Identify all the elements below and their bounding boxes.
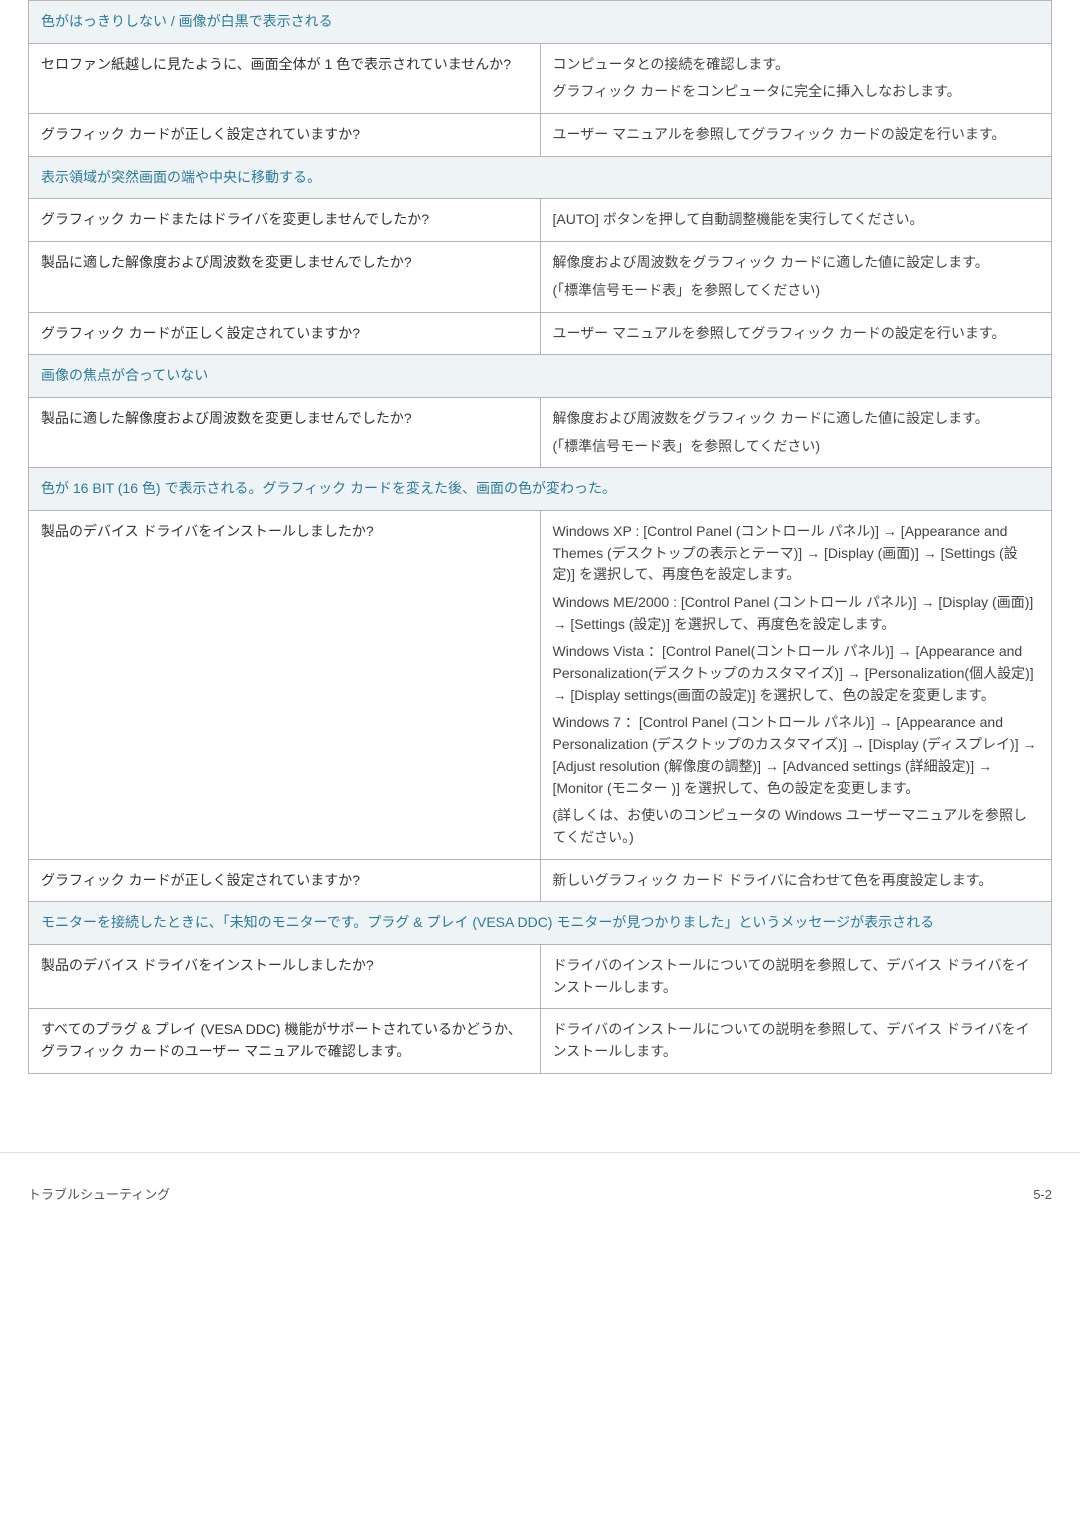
page-footer: トラブルシューティング 5-2 (0, 1152, 1080, 1225)
question-cell: グラフィック カードまたはドライバを変更しませんでしたか? (29, 199, 541, 242)
table-row: セロファン紙越しに見たように、画面全体が 1 色で表示されていませんか?コンピュ… (29, 43, 1052, 113)
question-cell: すべてのプラグ & プレイ (VESA DDC) 機能がサポートされているかどう… (29, 1009, 541, 1073)
answer-paragraph: Windows Vista ：[Control Panel(コントロール パネル… (553, 641, 1040, 706)
answer-cell: ユーザー マニュアルを参照してグラフィック カードの設定を行います。 (540, 312, 1052, 355)
answer-cell: Windows XP : [Control Panel (コントロール パネル)… (540, 510, 1052, 859)
answer-cell: ドライバのインストールについての説明を参照して、デバイス ドライバをインストール… (540, 944, 1052, 1008)
question-cell: グラフィック カードが正しく設定されていますか? (29, 114, 541, 157)
section-header: 画像の焦点が合っていない (29, 355, 1052, 398)
question-cell: 製品のデバイス ドライバをインストールしましたか? (29, 510, 541, 859)
answer-paragraph: Windows 7 ：[Control Panel (コントロール パネル)] … (553, 712, 1040, 799)
answer-paragraph: ドライバのインストールについての説明を参照して、デバイス ドライバをインストール… (553, 1019, 1040, 1062)
answer-paragraph: ユーザー マニュアルを参照してグラフィック カードの設定を行います。 (553, 124, 1040, 146)
table-row: 製品のデバイス ドライバをインストールしましたか? ドライバのインストールについて… (29, 944, 1052, 1008)
question-cell: グラフィック カードが正しく設定されていますか? (29, 859, 541, 902)
question-cell: 製品に適した解像度および周波数を変更しませんでしたか? (29, 397, 541, 467)
answer-cell: 新しいグラフィック カード ドライバに合わせて色を再度設定します。 (540, 859, 1052, 902)
table-row: グラフィック カードが正しく設定されていますか? 新しいグラフィック カード ドラ… (29, 859, 1052, 902)
table-row: グラフィック カードが正しく設定されていますか? ユーザー マニュアルを参照してグ… (29, 312, 1052, 355)
answer-cell: コンピュータとの接続を確認します。グラフィック カードをコンピュータに完全に挿入… (540, 43, 1052, 113)
answer-cell: ユーザー マニュアルを参照してグラフィック カードの設定を行います。 (540, 114, 1052, 157)
table-row: グラフィック カードまたはドライバを変更しませんでしたか? [AUTO] ボタンを… (29, 199, 1052, 242)
table-row: 製品に適した解像度および周波数を変更しませんでしたか?解像度および周波数をグラフ… (29, 397, 1052, 467)
answer-paragraph: コンピュータとの接続を確認します。 (553, 54, 1040, 76)
answer-cell: 解像度および周波数をグラフィック カードに適した値に設定します。 (「標準信号モー… (540, 242, 1052, 312)
answer-paragraph: ユーザー マニュアルを参照してグラフィック カードの設定を行います。 (553, 323, 1040, 345)
footer-left: トラブルシューティング (28, 1185, 170, 1205)
answer-cell: [AUTO] ボタンを押して自動調整機能を実行してください。 (540, 199, 1052, 242)
question-cell: 製品のデバイス ドライバをインストールしましたか? (29, 944, 541, 1008)
question-cell: 製品に適した解像度および周波数を変更しませんでしたか? (29, 242, 541, 312)
section-header: 色が 16 BIT (16 色) で表示される。グラフィック カードを変えた後、… (29, 468, 1052, 511)
answer-paragraph: (「標準信号モード表」を参照してください) (553, 280, 1040, 302)
answer-paragraph: (「標準信号モード表」を参照してください) (553, 436, 1040, 458)
answer-cell: ドライバのインストールについての説明を参照して、デバイス ドライバをインストール… (540, 1009, 1052, 1073)
question-cell: セロファン紙越しに見たように、画面全体が 1 色で表示されていませんか? (29, 43, 541, 113)
answer-paragraph: Windows ME/2000 : [Control Panel (コントロール… (553, 592, 1040, 635)
question-cell: グラフィック カードが正しく設定されていますか? (29, 312, 541, 355)
answer-paragraph: (詳しくは、お使いのコンピュータの Windows ユーザーマニュアルを参照して… (553, 805, 1040, 848)
table-row: グラフィック カードが正しく設定されていますか? ユーザー マニュアルを参照してグ… (29, 114, 1052, 157)
troubleshooting-table: 色がはっきりしない / 画像が白黒で表示されるセロファン紙越しに見たように、画面… (28, 0, 1052, 1074)
answer-paragraph: ドライバのインストールについての説明を参照して、デバイス ドライバをインストール… (553, 955, 1040, 998)
section-header: 表示領域が突然画面の端や中央に移動する。 (29, 156, 1052, 199)
answer-paragraph: 解像度および周波数をグラフィック カードに適した値に設定します。 (553, 252, 1040, 274)
answer-paragraph: グラフィック カードをコンピュータに完全に挿入しなおします。 (553, 81, 1040, 103)
answer-cell: 解像度および周波数をグラフィック カードに適した値に設定します。 (「標準信号モー… (540, 397, 1052, 467)
answer-paragraph: 解像度および周波数をグラフィック カードに適した値に設定します。 (553, 408, 1040, 430)
table-row: 製品に適した解像度および周波数を変更しませんでしたか?解像度および周波数をグラフ… (29, 242, 1052, 312)
section-header: 色がはっきりしない / 画像が白黒で表示される (29, 1, 1052, 44)
section-header: モニターを接続したときに、「未知のモニターです。プラグ & プレイ (VESA … (29, 902, 1052, 945)
footer-right: 5-2 (1033, 1185, 1052, 1205)
answer-paragraph: Windows XP : [Control Panel (コントロール パネル)… (553, 521, 1040, 586)
table-row: すべてのプラグ & プレイ (VESA DDC) 機能がサポートされているかどう… (29, 1009, 1052, 1073)
table-row: 製品のデバイス ドライバをインストールしましたか?Windows XP : [C… (29, 510, 1052, 859)
answer-paragraph: [AUTO] ボタンを押して自動調整機能を実行してください。 (553, 209, 1040, 231)
answer-paragraph: 新しいグラフィック カード ドライバに合わせて色を再度設定します。 (553, 870, 1040, 892)
